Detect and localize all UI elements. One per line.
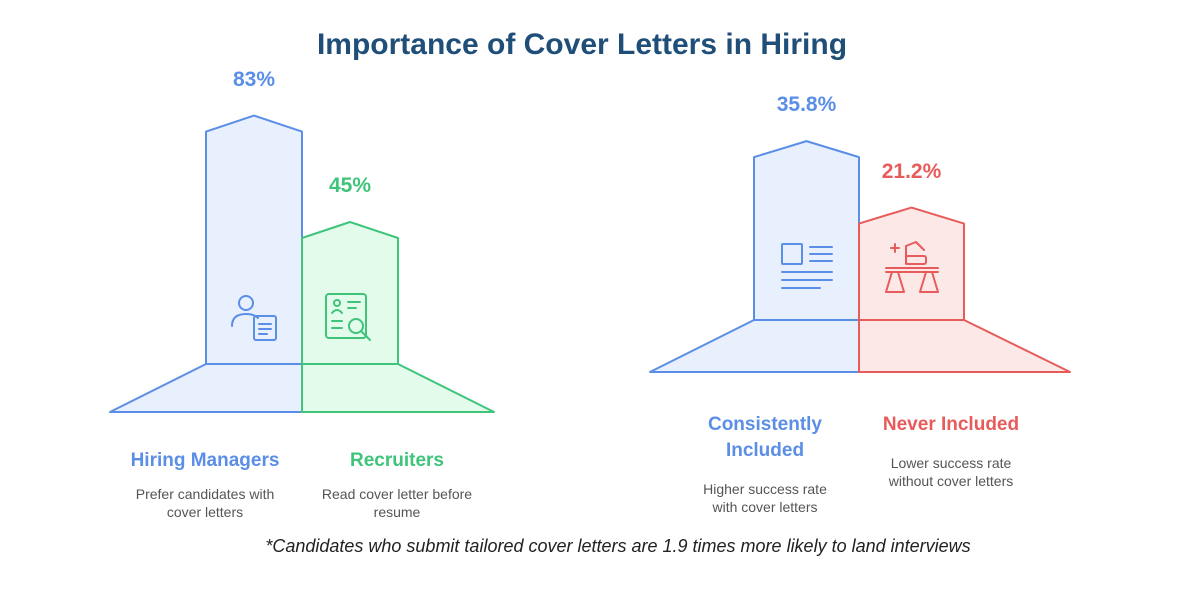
- description-recruiters: Read cover letter before resume: [321, 486, 473, 520]
- person-document-icon: [231, 295, 277, 341]
- page-title: Importance of Cover Letters in Hiring: [316, 28, 848, 61]
- category-label-hiring-managers: Hiring Managers: [130, 450, 280, 471]
- document-icon: [781, 243, 833, 289]
- value-label-recruiters: 45%: [328, 174, 372, 197]
- base-never-included: [858, 319, 1071, 373]
- bar-consistently-included: [753, 140, 860, 321]
- description-consistently-included: Higher success rate with cover letters: [703, 481, 827, 515]
- description-never-included: Lower success rate without cover letters: [888, 455, 1014, 489]
- base-hiring-managers: [109, 363, 303, 413]
- category-label-recruiters: Recruiters: [350, 450, 444, 471]
- id-card-search-icon: [325, 293, 371, 341]
- base-consistently-included: [649, 319, 860, 373]
- bar-hiring-managers: [205, 114, 303, 365]
- base-recruiters: [301, 363, 495, 413]
- category-label-never-included: Never Included: [882, 414, 1020, 435]
- category-label-consistently-included: Consistently Included: [707, 414, 823, 461]
- desk-lamp-icon: [885, 241, 939, 293]
- value-label-never-included: 21.2%: [881, 159, 942, 183]
- footnote: *Candidates who submit tailored cover le…: [265, 536, 971, 556]
- description-hiring-managers: Prefer candidates with cover letters: [135, 486, 275, 520]
- value-label-hiring-managers: 83%: [232, 67, 276, 91]
- value-label-consistently-included: 35.8%: [776, 93, 837, 117]
